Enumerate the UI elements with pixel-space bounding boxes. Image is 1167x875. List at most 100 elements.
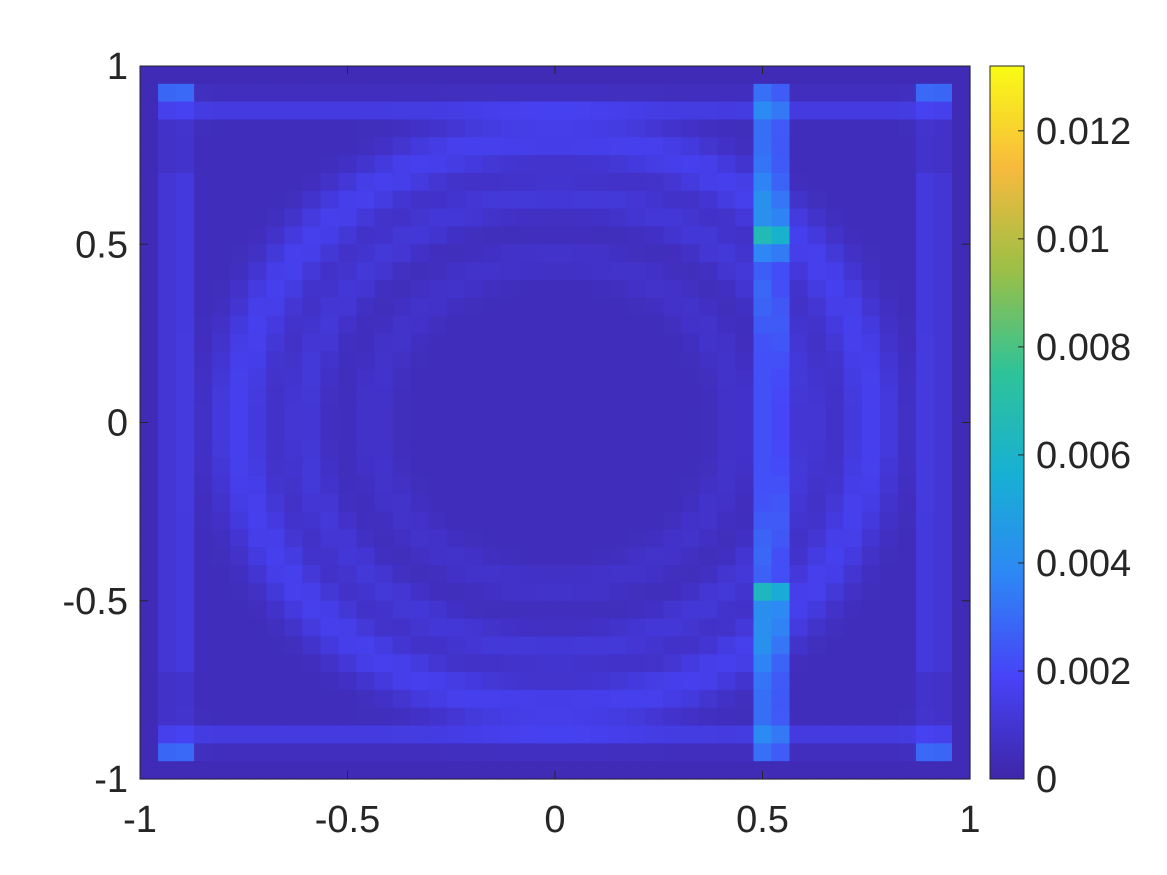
- heatmap-cell: [879, 208, 899, 228]
- heatmap-cell: [374, 83, 394, 103]
- heatmap-cell: [482, 297, 502, 317]
- heatmap-cell: [194, 119, 213, 138]
- heatmap-cell: [591, 386, 610, 406]
- heatmap-cell: [807, 707, 827, 727]
- heatmap-cell: [320, 636, 340, 655]
- heatmap-cell: [140, 636, 159, 655]
- heatmap-cell: [717, 244, 737, 263]
- heatmap-cell: [194, 761, 213, 780]
- heatmap-cell: [663, 511, 682, 531]
- heatmap-cell: [410, 119, 430, 138]
- heatmap-cell: [591, 369, 610, 388]
- heatmap-cell: [609, 208, 628, 228]
- heatmap-cell: [609, 475, 628, 495]
- heatmap-cell: [933, 262, 953, 281]
- heatmap-cell: [248, 83, 267, 103]
- heatmap-cell: [843, 119, 863, 138]
- heatmap-cell: [591, 600, 610, 620]
- heatmap-cell: [176, 725, 195, 744]
- heatmap-cell: [717, 262, 737, 281]
- heatmap-cell: [555, 761, 574, 780]
- heatmap-cell: [789, 440, 809, 459]
- heatmap-cell: [825, 315, 845, 334]
- heatmap-cell: [392, 458, 412, 477]
- heatmap-cell: [663, 440, 682, 459]
- heatmap-cell: [753, 458, 773, 477]
- heatmap-cell: [699, 386, 718, 406]
- heatmap-cell: [176, 458, 195, 477]
- heatmap-cell: [591, 333, 610, 352]
- heatmap-cell: [212, 761, 231, 780]
- heatmap-cell: [482, 137, 502, 156]
- heatmap-cell: [482, 725, 502, 744]
- heatmap-cell: [771, 725, 791, 744]
- heatmap-cell: [555, 386, 574, 406]
- heatmap-cell: [464, 440, 484, 459]
- heatmap-cell: [645, 66, 664, 85]
- heatmap-cell: [591, 475, 610, 495]
- heatmap-cell: [374, 422, 394, 441]
- heatmap-cell: [699, 493, 718, 513]
- heatmap-cell: [248, 743, 267, 762]
- heatmap-cell: [194, 600, 213, 620]
- heatmap-cell: [320, 66, 340, 85]
- heatmap-cell: [266, 244, 285, 263]
- heatmap-cell: [500, 66, 520, 85]
- heatmap-cell: [392, 297, 412, 317]
- heatmap-cell: [518, 386, 538, 406]
- heatmap-cell: [591, 743, 610, 762]
- heatmap-cell: [897, 119, 917, 138]
- heatmap-cell: [176, 66, 195, 85]
- heatmap-cell: [789, 582, 809, 602]
- heatmap-cell: [158, 226, 177, 245]
- heatmap-cell: [843, 172, 863, 192]
- heatmap-cell: [374, 208, 394, 228]
- heatmap-cell: [699, 137, 718, 156]
- heatmap-cell: [392, 386, 412, 406]
- heatmap-cell: [645, 725, 664, 744]
- heatmap-cell: [825, 761, 845, 780]
- heatmap-cell: [879, 493, 899, 513]
- heatmap-cell: [681, 226, 700, 245]
- heatmap-cell: [861, 565, 881, 584]
- heatmap-cell: [140, 618, 159, 637]
- heatmap-cell: [663, 672, 682, 691]
- heatmap-cell: [356, 262, 376, 281]
- heatmap-cell: [374, 279, 394, 299]
- heatmap-cell: [627, 565, 646, 584]
- heatmap-cell: [428, 66, 448, 85]
- heatmap-cell: [158, 689, 177, 709]
- heatmap-cell: [410, 351, 430, 370]
- heatmap-cell: [518, 226, 538, 245]
- heatmap-cell: [807, 672, 827, 691]
- heatmap-cell: [915, 155, 935, 174]
- heatmap-cell: [861, 101, 881, 121]
- heatmap-cell: [320, 547, 340, 566]
- heatmap-cell: [879, 582, 899, 602]
- heatmap-cell: [861, 458, 881, 477]
- heatmap-cell: [717, 66, 737, 85]
- heatmap-cell: [500, 600, 520, 620]
- heatmap-cell: [230, 475, 249, 495]
- heatmap-cell: [428, 422, 448, 441]
- heatmap-cell: [825, 493, 845, 513]
- heatmap-cell: [735, 458, 755, 477]
- heatmap-cell: [825, 743, 845, 762]
- heatmap-cell: [500, 315, 520, 334]
- heatmap-cell: [753, 244, 773, 263]
- heatmap-cell: [897, 155, 917, 174]
- heatmap-cell: [627, 618, 646, 637]
- heatmap-cell: [645, 458, 664, 477]
- heatmap-cell: [536, 422, 556, 441]
- heatmap-cell: [645, 101, 664, 121]
- heatmap-cell: [176, 422, 195, 441]
- heatmap-cell: [699, 725, 718, 744]
- heatmap-cell: [428, 618, 448, 637]
- heatmap-cell: [392, 333, 412, 352]
- heatmap-cell: [230, 529, 249, 548]
- heatmap-cell: [302, 458, 322, 477]
- heatmap-cell: [176, 743, 195, 762]
- heatmap-cell: [645, 707, 664, 727]
- heatmap-cell: [915, 279, 935, 299]
- heatmap-cell: [428, 137, 448, 156]
